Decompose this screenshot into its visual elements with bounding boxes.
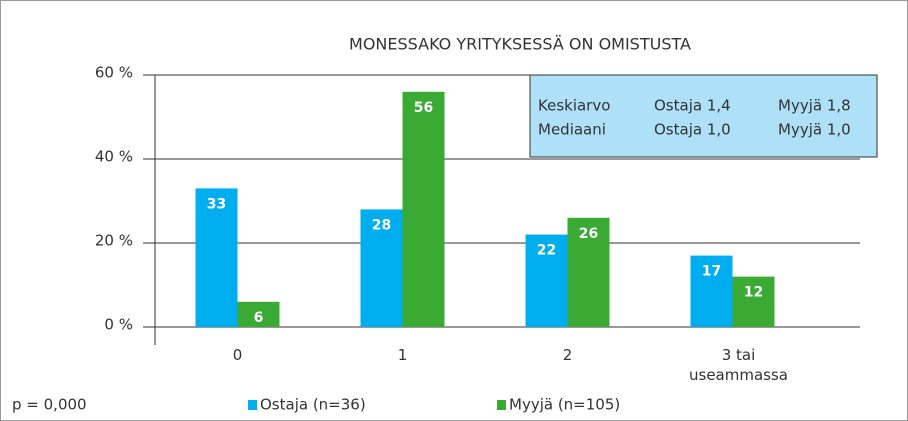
x-tick-label: 1	[397, 346, 408, 364]
y-tick-label: 40 %	[95, 148, 133, 166]
annotation-text: Myyjä 1,0	[778, 121, 851, 139]
bar	[732, 276, 775, 327]
annotation-box	[529, 74, 878, 158]
bar	[360, 209, 403, 327]
data-label: 22	[537, 243, 556, 259]
bar	[237, 301, 280, 327]
annotation-text: Keskiarvo	[538, 97, 610, 115]
bar	[690, 255, 733, 327]
y-tick-label: 60 %	[95, 64, 133, 82]
bar	[567, 217, 610, 327]
data-label: 12	[744, 285, 763, 301]
legend-swatch	[497, 400, 506, 410]
legend-swatch	[248, 400, 257, 410]
x-tick-label: 3 tai useammassa	[689, 346, 788, 384]
x-tick-label: 2	[562, 346, 573, 364]
data-label: 33	[207, 196, 226, 212]
data-label: 28	[372, 217, 391, 233]
chart-title: MONESSAKO YRITYKSESSÄ ON OMISTUSTA	[349, 35, 691, 54]
annotation-text: Ostaja 1,4	[654, 97, 731, 115]
annotation-text: Myyjä 1,8	[778, 97, 851, 115]
x-tick-label: 0	[232, 346, 243, 364]
bar	[402, 91, 445, 327]
legend-label: Ostaja (n=36)	[260, 396, 366, 414]
y-tick-label: 0 %	[104, 316, 133, 334]
note: p = 0,000	[12, 396, 87, 414]
bar	[195, 188, 238, 327]
data-label: 17	[702, 264, 721, 280]
data-label: 56	[414, 100, 433, 116]
data-label: 26	[579, 226, 598, 242]
data-label: 6	[254, 310, 264, 326]
annotation-text: Mediaani	[538, 121, 606, 139]
legend-label: Myyjä (n=105)	[509, 396, 620, 414]
y-tick-label: 20 %	[95, 232, 133, 250]
annotation-text: Ostaja 1,0	[654, 121, 731, 139]
bar	[525, 234, 568, 327]
